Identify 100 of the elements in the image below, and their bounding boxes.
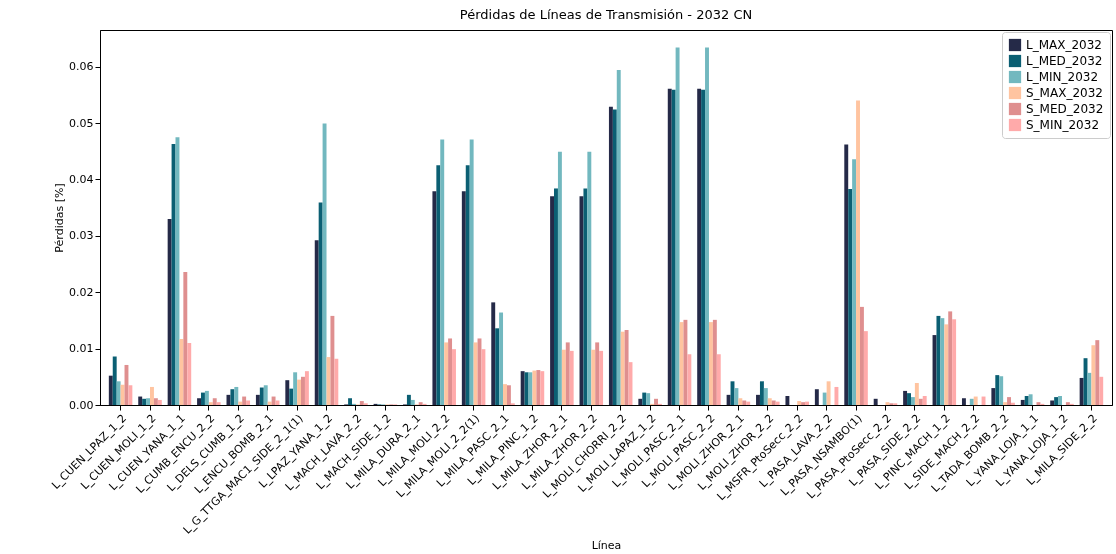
bar — [961, 398, 966, 405]
bar — [756, 394, 760, 405]
bar — [814, 389, 819, 405]
bar — [612, 109, 617, 405]
bar — [201, 392, 205, 405]
bar — [246, 400, 251, 405]
legend-label: L_MAX_2032 — [1026, 38, 1103, 52]
bar — [746, 401, 751, 405]
bar — [406, 394, 411, 405]
bar — [452, 349, 456, 405]
bar — [995, 375, 1000, 405]
bar — [616, 70, 621, 405]
bar — [991, 388, 996, 405]
bar — [734, 388, 739, 405]
x-axis-title: Línea — [591, 539, 622, 553]
bar — [565, 342, 570, 405]
y-tick-label: 0.00 — [69, 398, 94, 412]
bar — [701, 89, 706, 405]
y-tick-label: 0.06 — [69, 60, 94, 74]
bar — [591, 349, 596, 405]
bar — [687, 354, 692, 405]
bar — [197, 398, 201, 405]
bar — [856, 100, 860, 405]
bar — [142, 398, 147, 405]
bar — [120, 384, 125, 405]
bar — [410, 399, 415, 405]
bar — [216, 402, 221, 405]
bar — [759, 381, 764, 405]
bar — [683, 319, 688, 405]
bar — [936, 315, 941, 405]
bar — [359, 401, 364, 405]
bar — [436, 165, 441, 405]
bar — [128, 385, 133, 405]
bar — [1024, 395, 1029, 405]
bar — [914, 383, 919, 405]
bar — [785, 395, 790, 405]
bar — [167, 218, 172, 405]
bar — [554, 188, 558, 405]
bar — [418, 402, 423, 405]
bar — [499, 312, 504, 405]
bar — [285, 380, 290, 405]
bar — [873, 398, 878, 405]
bar — [536, 370, 541, 405]
y-axis-title: Pérdidas [%] — [53, 183, 67, 253]
bar — [212, 398, 217, 405]
bar — [671, 89, 676, 405]
legend-label: S_MAX_2032 — [1026, 86, 1103, 100]
bar — [469, 139, 474, 405]
legend-label: L_MED_2032 — [1026, 54, 1103, 68]
bar — [822, 392, 827, 405]
bar — [775, 401, 780, 405]
bar — [763, 388, 768, 405]
chart-title: Pérdidas de Líneas de Transmisión - 2032 CN — [459, 7, 753, 22]
bar — [624, 330, 629, 405]
bar — [738, 398, 743, 405]
bar — [153, 398, 158, 405]
bar — [289, 388, 294, 405]
bar — [675, 47, 680, 405]
bar — [848, 189, 853, 405]
bar — [859, 306, 864, 405]
bar — [1028, 394, 1033, 405]
bar — [506, 385, 511, 405]
bar — [1020, 399, 1025, 405]
bar — [1099, 376, 1104, 405]
bar — [587, 151, 592, 405]
bar — [973, 396, 978, 405]
bar — [708, 322, 713, 405]
bar — [705, 47, 709, 405]
bar — [432, 191, 437, 405]
bar — [742, 400, 747, 405]
bar — [208, 402, 213, 405]
bar — [922, 395, 927, 405]
bar — [620, 331, 625, 405]
bar — [238, 401, 243, 405]
y-tick-label: 0.01 — [69, 342, 94, 356]
bar — [318, 202, 323, 405]
bar — [863, 331, 868, 405]
bar — [561, 349, 566, 405]
bar — [255, 394, 260, 405]
bar — [448, 338, 453, 405]
bar — [491, 302, 496, 405]
bar — [495, 328, 500, 405]
bar — [1058, 395, 1062, 405]
bar — [771, 400, 776, 405]
bar — [642, 392, 647, 405]
bar — [112, 356, 117, 405]
bar — [179, 339, 184, 405]
bar — [885, 402, 890, 405]
bar — [1079, 377, 1084, 405]
bar — [520, 371, 525, 405]
y-tick-label: 0.02 — [69, 285, 94, 299]
bar — [557, 151, 562, 405]
bar — [348, 398, 353, 405]
bar — [473, 342, 478, 405]
bar — [116, 381, 121, 405]
bar — [595, 342, 600, 405]
bar — [667, 88, 672, 405]
bar — [108, 375, 113, 405]
bar — [183, 271, 188, 405]
bar — [524, 372, 529, 405]
